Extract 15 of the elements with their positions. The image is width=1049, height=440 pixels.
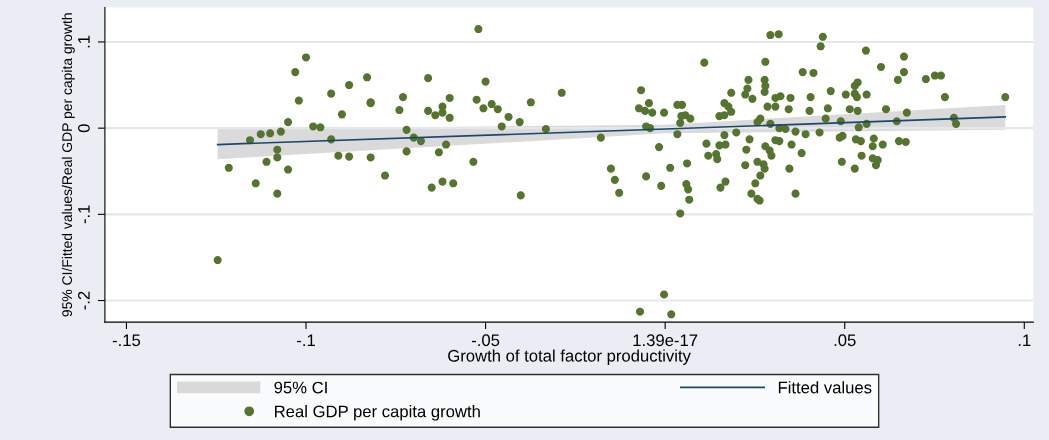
x-tick-label: .1 bbox=[1018, 334, 1031, 346]
y-tick-label: -.2 bbox=[78, 291, 90, 310]
y-tick-label: -.1 bbox=[78, 205, 90, 224]
legend-label: Fitted values bbox=[778, 381, 872, 394]
x-axis-title: Growth of total factor productivity bbox=[448, 349, 691, 365]
y-tick-label: 0 bbox=[78, 124, 90, 133]
x-tick-label: -.05 bbox=[471, 334, 500, 347]
y-tick-label: .1 bbox=[78, 35, 90, 48]
x-tick-label: .05 bbox=[834, 334, 856, 347]
y-axis-title: 95% CI/Fitted values/Real GDP per capita growth bbox=[61, 13, 75, 317]
x-tick-label: -.1 bbox=[297, 334, 315, 346]
x-tick-label: -.15 bbox=[112, 334, 141, 347]
text: 95% CI bbox=[274, 381, 327, 394]
legend-label: Real GDP per capita growth bbox=[275, 405, 480, 421]
x-tick-label: 1.39e-17 bbox=[633, 334, 698, 347]
